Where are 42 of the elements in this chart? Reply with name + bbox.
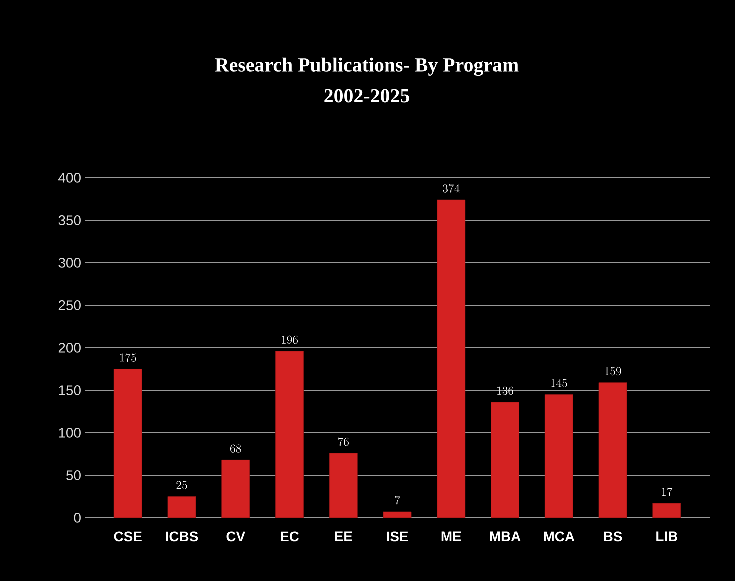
x-tick-label: ME [442,532,462,542]
x-tick-label: ISE [387,532,408,542]
x-tick-label: EC [281,532,300,542]
data-label: 68 [230,444,242,453]
bar [276,351,304,518]
data-label: 175 [120,354,136,362]
y-tick-label: 200 [58,343,81,353]
y-tick-label: 300 [58,258,81,268]
x-tick-label: ICBS [166,532,198,542]
y-tick-label: 0 [74,513,81,523]
x-tick-label: CSE [114,532,142,542]
chart-title: Research Publications- By Program [215,58,519,76]
x-tick-label: LIB [656,532,678,542]
data-label: 159 [605,367,622,376]
y-tick-label: 50 [66,470,81,480]
bar [652,503,682,518]
bar [437,200,466,518]
data-label: 145 [551,379,568,388]
bar [491,402,520,518]
bar [168,496,196,518]
y-tick-label: 400 [58,173,81,183]
bar [222,460,250,518]
data-label: 7 [395,496,400,505]
data-label: 196 [282,336,298,344]
chart-subtitle: 2002-2025 [324,89,410,103]
x-tick-label: CV [226,532,246,542]
bar [544,394,574,518]
x-tick-label: MBA [490,532,521,542]
bar [329,453,358,518]
bar [114,369,142,518]
y-tick-label: 350 [58,216,81,226]
data-label: 17 [662,488,673,496]
x-tick-label: MCA [544,532,575,542]
data-label: 76 [338,438,349,446]
data-label: 374 [443,184,460,193]
x-tick-label: BS [604,532,622,542]
bar [598,382,628,518]
y-tick-label: 250 [58,300,81,310]
x-tick-label: EE [335,532,352,542]
data-label: 25 [176,481,188,490]
y-tick-label: 100 [59,428,81,438]
y-tick-label: 150 [59,386,81,396]
